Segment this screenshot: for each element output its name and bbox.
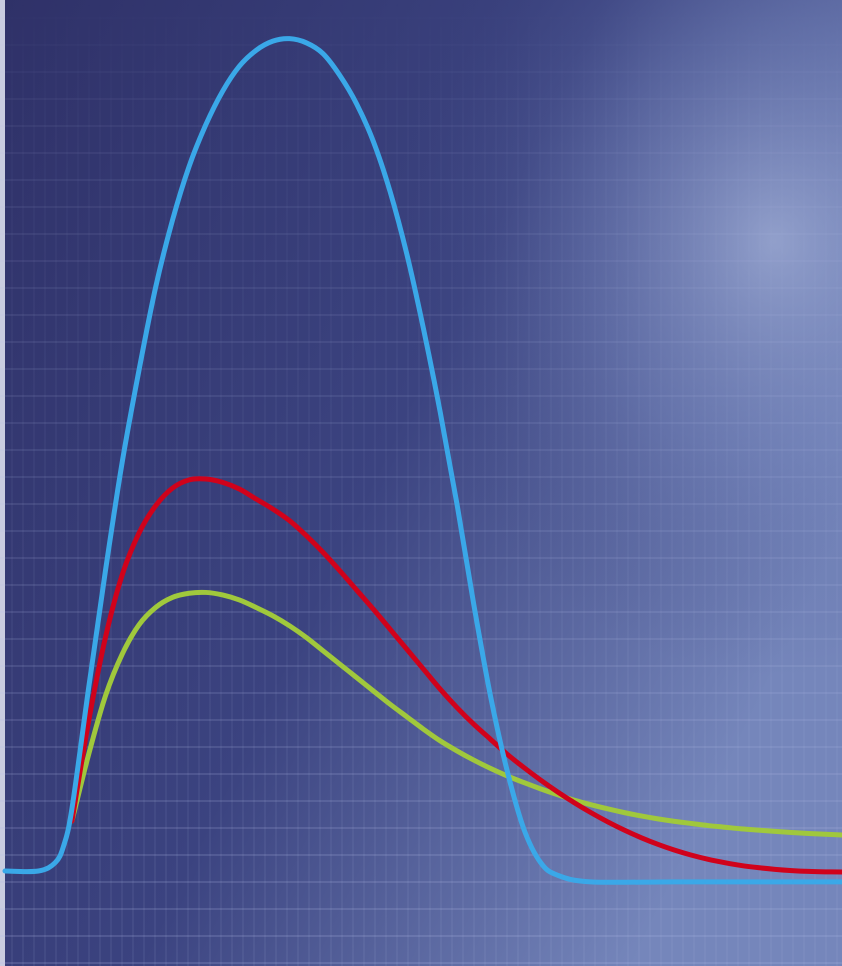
chart-series bbox=[2, 36, 842, 885]
series-line-green bbox=[69, 589, 842, 838]
series-line-red bbox=[69, 476, 842, 875]
series-line-blue bbox=[2, 36, 842, 885]
chart-left-edge bbox=[0, 0, 5, 966]
